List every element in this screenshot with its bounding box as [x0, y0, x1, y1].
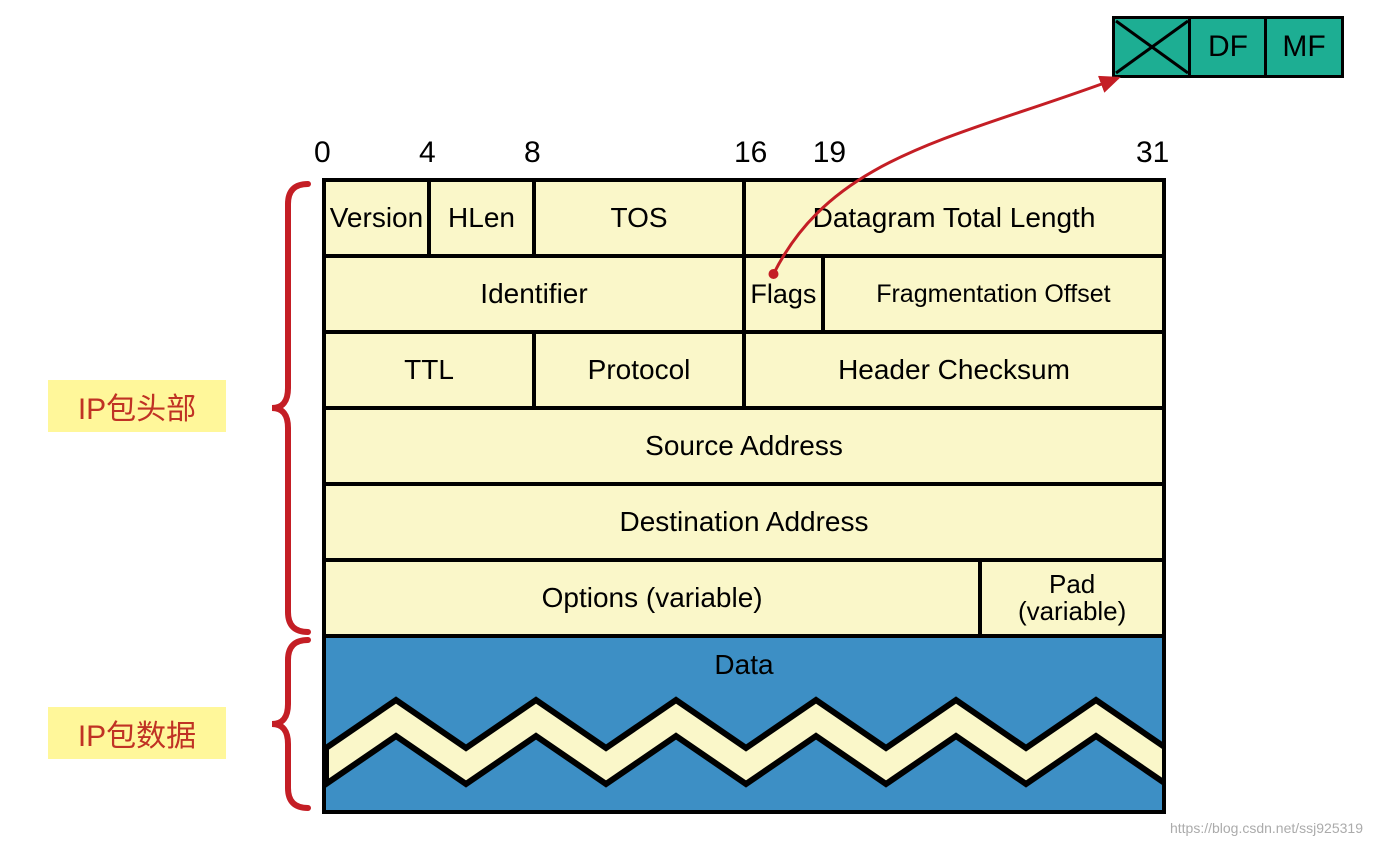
- brace: [268, 174, 318, 642]
- field-version: Version: [322, 178, 431, 258]
- side-label-header: IP包头部: [48, 380, 226, 432]
- field-flags: Flags: [742, 254, 825, 334]
- flag-df: DF: [1188, 16, 1268, 78]
- field-options: Options (variable): [322, 558, 982, 638]
- field-identifier: Identifier: [322, 254, 746, 334]
- field-dest-address: Destination Address: [322, 482, 1166, 562]
- flag-mf: MF: [1264, 16, 1344, 78]
- field-source-address: Source Address: [322, 406, 1166, 486]
- field-protocol: Protocol: [532, 330, 746, 410]
- bit-label-8: 8: [524, 136, 541, 170]
- field-hlen: HLen: [427, 178, 536, 258]
- bit-label-31: 31: [1136, 136, 1169, 170]
- field-data-label: Data: [326, 650, 1162, 679]
- field-tos: TOS: [532, 178, 746, 258]
- watermark: https://blog.csdn.net/ssj925319: [1170, 820, 1363, 836]
- bit-label-19: 19: [813, 136, 846, 170]
- field-data-region: Data: [322, 634, 1166, 814]
- bit-label-4: 4: [419, 136, 436, 170]
- field-pad: Pad (variable): [978, 558, 1166, 638]
- field-total-len: Datagram Total Length: [742, 178, 1166, 258]
- flag-reserved: [1112, 16, 1192, 78]
- bit-label-16: 16: [734, 136, 767, 170]
- bit-label-0: 0: [314, 136, 331, 170]
- field-checksum: Header Checksum: [742, 330, 1166, 410]
- field-ttl: TTL: [322, 330, 536, 410]
- field-frag-off: Fragmentation Offset: [821, 254, 1166, 334]
- brace: [268, 630, 318, 818]
- side-label-data: IP包数据: [48, 707, 226, 759]
